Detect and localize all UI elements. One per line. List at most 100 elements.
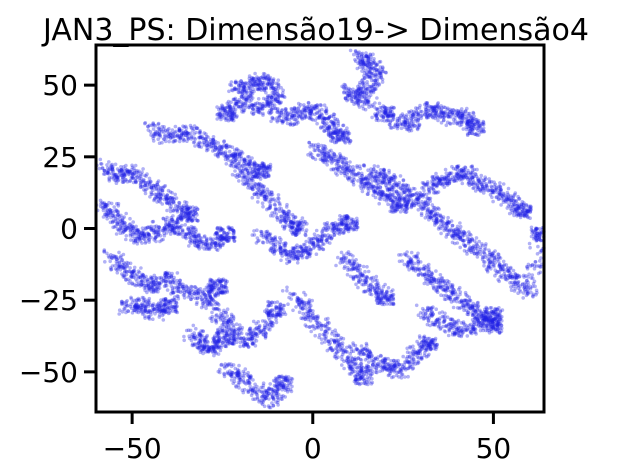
data-point	[231, 118, 236, 123]
data-point	[232, 87, 237, 91]
data-point	[317, 110, 322, 114]
data-point	[295, 116, 300, 120]
data-point	[220, 145, 224, 149]
data-point	[225, 146, 229, 150]
data-point	[250, 103, 254, 108]
data-point	[291, 232, 295, 236]
data-point	[266, 73, 271, 78]
data-point	[110, 219, 115, 224]
data-point	[253, 80, 258, 84]
data-point	[248, 163, 252, 167]
data-point	[357, 105, 362, 109]
data-point	[234, 115, 239, 119]
data-point	[258, 106, 262, 110]
data-point	[159, 309, 164, 314]
data-point	[239, 83, 243, 88]
data-point	[230, 88, 235, 93]
data-point	[340, 166, 345, 170]
data-point	[357, 50, 362, 54]
data-point	[241, 110, 246, 114]
data-point	[478, 130, 482, 134]
data-point	[265, 78, 269, 82]
data-point	[227, 102, 231, 107]
data-point	[278, 240, 283, 245]
data-point	[231, 228, 235, 233]
data-point	[271, 86, 276, 90]
data-point	[132, 265, 137, 270]
data-point	[126, 309, 130, 313]
data-point	[226, 118, 231, 123]
data-point	[256, 195, 260, 200]
data-point	[261, 104, 265, 108]
data-point	[226, 113, 230, 118]
data-point	[296, 257, 300, 262]
data-point	[263, 76, 267, 80]
data-point	[352, 227, 357, 232]
data-point	[166, 299, 171, 304]
data-point	[230, 88, 234, 92]
data-point	[140, 170, 144, 175]
data-point	[320, 158, 325, 162]
data-point	[275, 118, 279, 123]
data-point	[249, 104, 253, 109]
data-point	[230, 109, 234, 114]
data-point	[276, 84, 281, 88]
data-point	[325, 121, 329, 125]
data-point	[114, 217, 118, 221]
data-point	[220, 107, 225, 111]
data-point	[281, 88, 286, 93]
data-point	[102, 248, 107, 252]
data-point	[303, 115, 307, 119]
data-point	[158, 234, 163, 238]
data-point	[256, 187, 260, 191]
data-point	[282, 115, 286, 120]
data-point	[273, 97, 278, 101]
data-point	[405, 120, 409, 124]
data-point	[275, 95, 280, 99]
data-point	[292, 109, 296, 113]
data-point	[188, 289, 193, 293]
data-point	[298, 228, 302, 233]
data-point	[229, 113, 233, 117]
data-point	[393, 123, 398, 128]
data-point	[251, 111, 256, 116]
data-point	[227, 108, 232, 112]
data-point	[258, 80, 263, 84]
data-point	[175, 294, 179, 298]
data-point	[265, 83, 270, 87]
data-point	[220, 106, 225, 110]
data-point	[284, 110, 289, 114]
data-point	[235, 114, 239, 118]
data-point	[221, 277, 226, 282]
data-point	[261, 240, 266, 245]
data-point	[215, 105, 219, 109]
data-point	[297, 253, 302, 258]
data-point	[211, 138, 215, 142]
data-point	[251, 107, 255, 111]
data-point	[442, 115, 446, 119]
data-point	[273, 88, 277, 92]
data-point	[296, 107, 301, 111]
data-point	[273, 207, 278, 212]
data-point	[303, 108, 307, 113]
data-point	[279, 113, 283, 118]
data-point	[124, 269, 129, 274]
data-point	[355, 216, 359, 221]
data-point	[356, 97, 360, 102]
data-point	[259, 82, 264, 87]
data-point	[325, 126, 330, 131]
data-point	[103, 260, 107, 264]
data-point	[326, 233, 330, 237]
data-point	[251, 82, 255, 87]
data-point	[267, 96, 272, 100]
data-point	[448, 122, 453, 126]
data-point	[279, 118, 284, 123]
data-point	[264, 86, 269, 91]
data-point	[253, 101, 258, 106]
data-point	[273, 92, 277, 96]
data-point	[449, 115, 453, 119]
data-point	[232, 111, 237, 116]
data-point	[251, 77, 256, 81]
data-point	[360, 65, 365, 70]
data-point	[292, 114, 296, 118]
